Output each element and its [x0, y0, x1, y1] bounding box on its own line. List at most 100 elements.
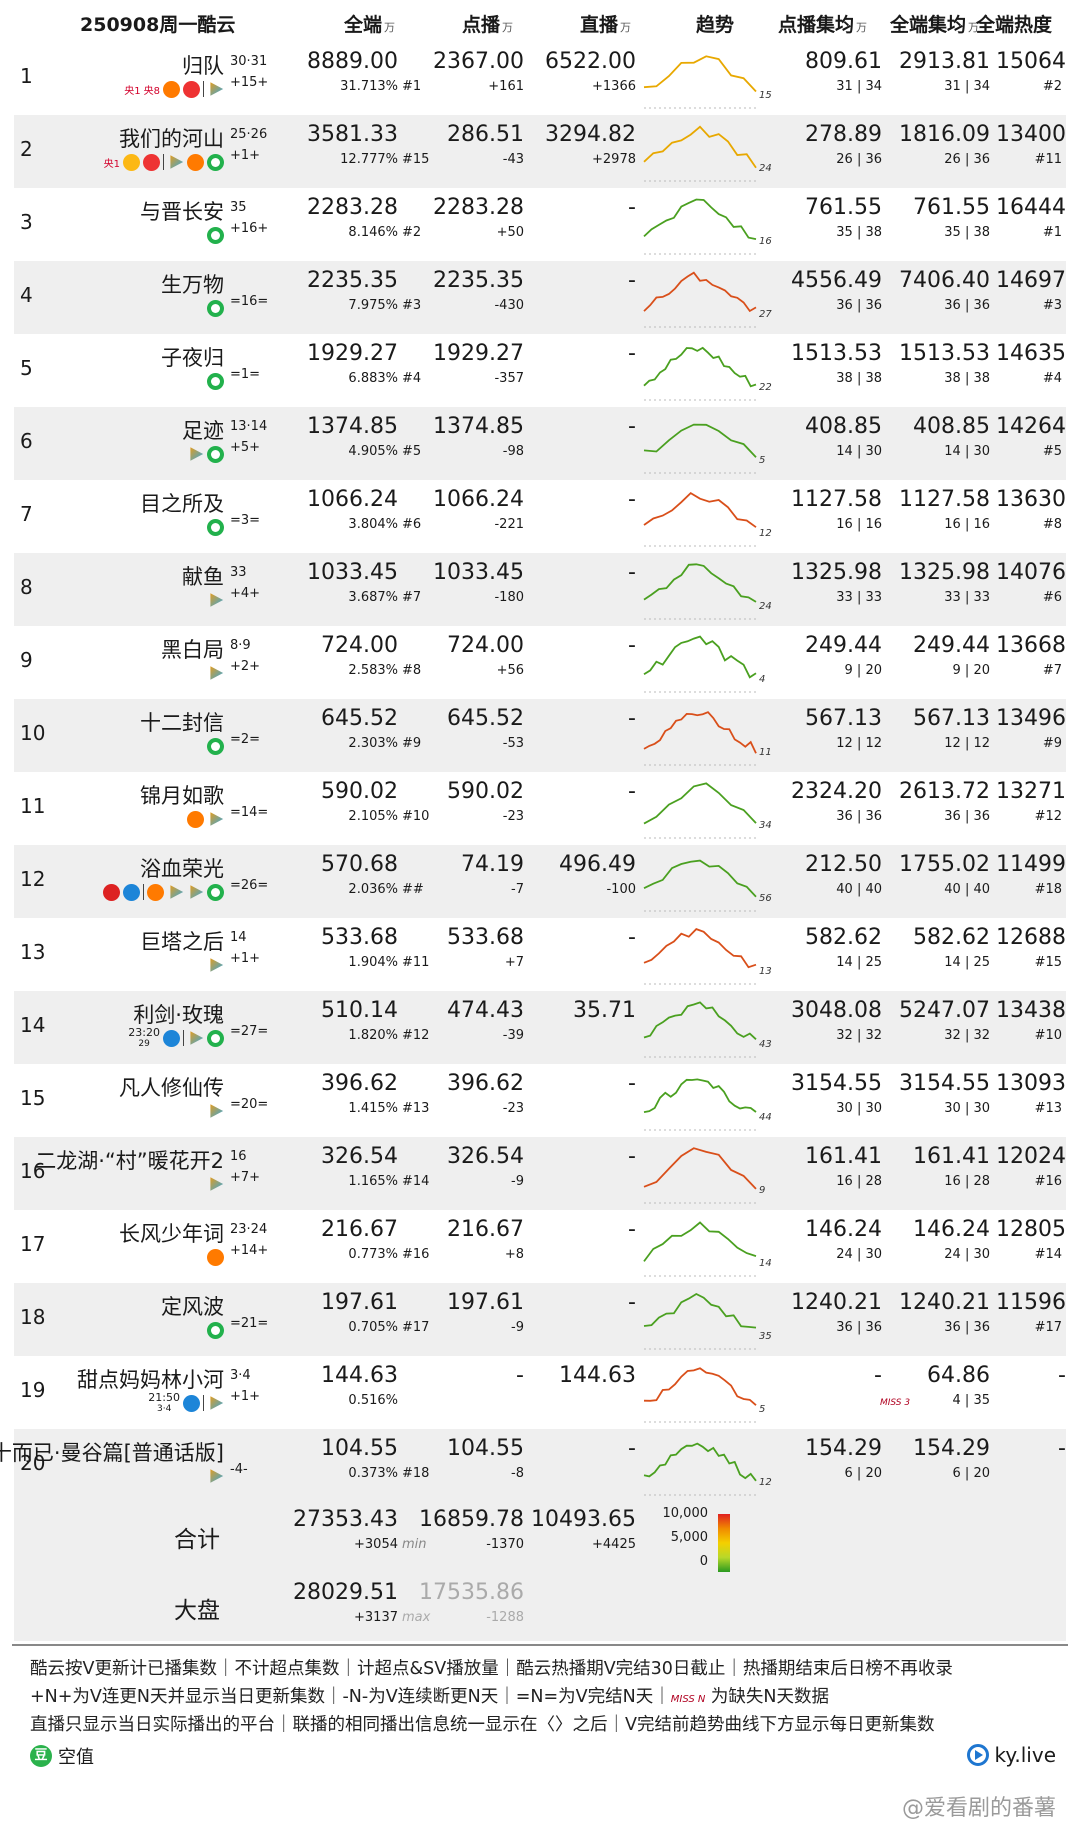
trend-days: 22: [759, 382, 772, 393]
show-title[interactable]: 我们的河山: [119, 127, 224, 151]
table-row[interactable]: 13 巨塔之后 14 +1+ 533.68 1.904% 533.68 #11 …: [14, 918, 1066, 991]
vod-views: 326.54: [447, 1144, 524, 1169]
trend-line: [643, 711, 757, 754]
miss-days: MISS 3: [880, 1398, 911, 1408]
cctv-icon: 央8: [143, 85, 160, 97]
table-row[interactable]: 9 黑白局 8·9 +2+ 724.00 2.583% 724.00 #8 +5…: [14, 626, 1066, 699]
all-avg-episodes: 14 | 25: [944, 955, 990, 970]
all-avg-episodes: 12 | 12: [944, 736, 990, 751]
table-row[interactable]: 18 定风波 =21= 197.61 0.705% 197.61 #17 -9 …: [14, 1283, 1066, 1356]
show-title[interactable]: 定风波: [161, 1295, 224, 1319]
table-header: 250908周一酷云 全端万 点播万 直播万 趋势 点播集均万 全端集均万 全端…: [14, 10, 1066, 38]
vod-views: 1374.85: [433, 414, 524, 439]
show-title[interactable]: 二龙湖·“村”暖花开2: [35, 1149, 224, 1173]
show-title[interactable]: 献鱼: [182, 565, 224, 589]
table-row[interactable]: 15 凡人修仙传 =20= 396.62 1.415% 396.62 #13 -…: [14, 1064, 1066, 1137]
table-row[interactable]: 1 归队 30·31 +15+ 央1 央8 8889.00 31.713% 236…: [14, 42, 1066, 115]
table-row[interactable]: 16 二龙湖·“村”暖花开2 16 +7+ 326.54 1.165% 326.…: [14, 1137, 1066, 1210]
vod-avg-episodes: 40 | 40: [836, 882, 882, 897]
show-title[interactable]: 生万物: [161, 273, 224, 297]
trend-line: [643, 125, 757, 169]
update-streak: =1=: [230, 367, 261, 382]
market-all: 28029.51: [293, 1580, 398, 1605]
show-title[interactable]: 锦月如歌: [140, 784, 224, 808]
table-row[interactable]: 4 生万物 =16= 2235.35 7.975% 2235.35 #3 -43…: [14, 261, 1066, 334]
live-views: -: [628, 487, 636, 512]
vod-avg: 4556.49: [791, 268, 882, 293]
show-title[interactable]: 利剑·玫瑰: [133, 1003, 224, 1027]
all-views: 645.52: [321, 706, 398, 731]
all-avg: 1513.53: [899, 341, 990, 366]
all-avg-episodes: 32 | 32: [944, 1028, 990, 1043]
all-views: 1374.85: [307, 414, 398, 439]
table-row[interactable]: 5 子夜归 =1= 1929.27 6.883% 1929.27 #4 -357…: [14, 334, 1066, 407]
show-title[interactable]: 子夜归: [161, 346, 224, 370]
show-title[interactable]: 目之所及: [140, 492, 224, 516]
heat-index: 16444: [996, 195, 1066, 220]
table-row[interactable]: 17 长风少年词 23·24 +14+ 216.67 0.773% 216.67…: [14, 1210, 1066, 1283]
live-views: 144.63: [559, 1363, 636, 1388]
update-streak: +14+: [230, 1243, 269, 1258]
all-avg-episodes: 31 | 34: [944, 79, 990, 94]
update-streak: +7+: [230, 1170, 261, 1185]
table-row[interactable]: 12 浴血荣光 =26= 570.68 2.036% 74.19 ## -7 4…: [14, 845, 1066, 918]
cctv-icon: 央1: [124, 85, 141, 97]
all-share: 1.820%: [348, 1028, 398, 1043]
footer-note-3: 直播只显示当日实际播出的平台｜联播的相同播出信息统一显示在〈〉之后｜V完结前趋势…: [30, 1715, 935, 1735]
table-row[interactable]: 6 足迹 13·14 +5+ 1374.85 4.905% 1374.85 #5…: [14, 407, 1066, 480]
show-title[interactable]: 归队: [182, 54, 224, 78]
trend-sparkline: [643, 1221, 758, 1277]
show-title[interactable]: 与晋长安: [140, 200, 224, 224]
all-share: 1.904%: [348, 955, 398, 970]
show-title[interactable]: 三十而已·曼谷篇[普通话版]: [0, 1441, 224, 1465]
table-row[interactable]: 19 甜点妈妈林小河 3·4 +1+ 21:50 3·4 144.63 0.516…: [14, 1356, 1066, 1429]
trend-sparkline: [643, 859, 758, 912]
episodes: 35: [230, 200, 247, 215]
show-title[interactable]: 甜点妈妈林小河: [77, 1368, 224, 1392]
vod-delta: -430: [494, 298, 524, 313]
table-row[interactable]: 10 十二封信 =2= 645.52 2.303% 645.52 #9 -53 …: [14, 699, 1066, 772]
trend-sparkline: [643, 1001, 758, 1058]
table-row[interactable]: 8 献鱼 33 +4+ 1033.45 3.687% 1033.45 #7 -1…: [14, 553, 1066, 626]
divider: [163, 154, 164, 170]
tencent-video-icon: [210, 1177, 224, 1191]
table-row[interactable]: 14 利剑·玫瑰 =27= 23:20 29 510.14 1.820% 474.…: [14, 991, 1066, 1064]
heat-index: 14076: [996, 560, 1066, 585]
all-avg: 582.62: [913, 925, 990, 950]
vod-avg-episodes: 35 | 38: [836, 225, 882, 240]
site-link[interactable]: ky.live: [966, 1743, 1056, 1767]
show-title[interactable]: 十二封信: [140, 711, 224, 735]
mango-tv-icon: [163, 80, 180, 98]
show-title[interactable]: 凡人修仙传: [119, 1076, 224, 1100]
platform-icons: [207, 372, 224, 390]
update-streak: +1+: [230, 148, 261, 163]
divider: [143, 884, 144, 900]
live-views: -: [628, 1436, 636, 1461]
vod-views: 2283.28: [433, 195, 524, 220]
vod-rank: #1: [402, 79, 422, 94]
table-row[interactable]: 7 目之所及 =3= 1066.24 3.804% 1066.24 #6 -22…: [14, 480, 1066, 553]
iqiyi-icon: [207, 226, 224, 244]
show-title[interactable]: 巨塔之后: [140, 930, 224, 954]
table-row[interactable]: 2 我们的河山 25·26 +1+ 央1 3581.33 12.777% 286…: [14, 115, 1066, 188]
show-title[interactable]: 黑白局: [161, 638, 224, 662]
episodes: 8·9: [230, 638, 251, 653]
heat-index: 14697: [996, 268, 1066, 293]
platform-icons: [207, 664, 224, 682]
table-row[interactable]: 3 与晋长安 35 +16+ 2283.28 8.146% 2283.28 #2…: [14, 188, 1066, 261]
all-share: 8.146%: [348, 225, 398, 240]
heat-rank: #15: [1034, 955, 1062, 970]
all-avg-episodes: 36 | 36: [944, 1320, 990, 1335]
platform-icons: [103, 883, 224, 901]
table-row[interactable]: 20 三十而已·曼谷篇[普通话版] -4- 104.55 0.373% 104.…: [0, 1429, 1066, 1502]
all-avg: 2613.72: [899, 779, 990, 804]
table-row[interactable]: 11 锦月如歌 =14= 590.02 2.105% 590.02 #10 -2…: [14, 772, 1066, 845]
all-avg: 154.29: [913, 1436, 990, 1461]
show-title[interactable]: 长风少年词: [119, 1222, 224, 1246]
show-title[interactable]: 足迹: [182, 419, 224, 443]
all-share: 6.883%: [348, 371, 398, 386]
update-streak: =14=: [230, 805, 269, 820]
live-views: -: [628, 1144, 636, 1169]
all-views: 590.02: [321, 779, 398, 804]
show-title[interactable]: 浴血荣光: [140, 857, 224, 881]
